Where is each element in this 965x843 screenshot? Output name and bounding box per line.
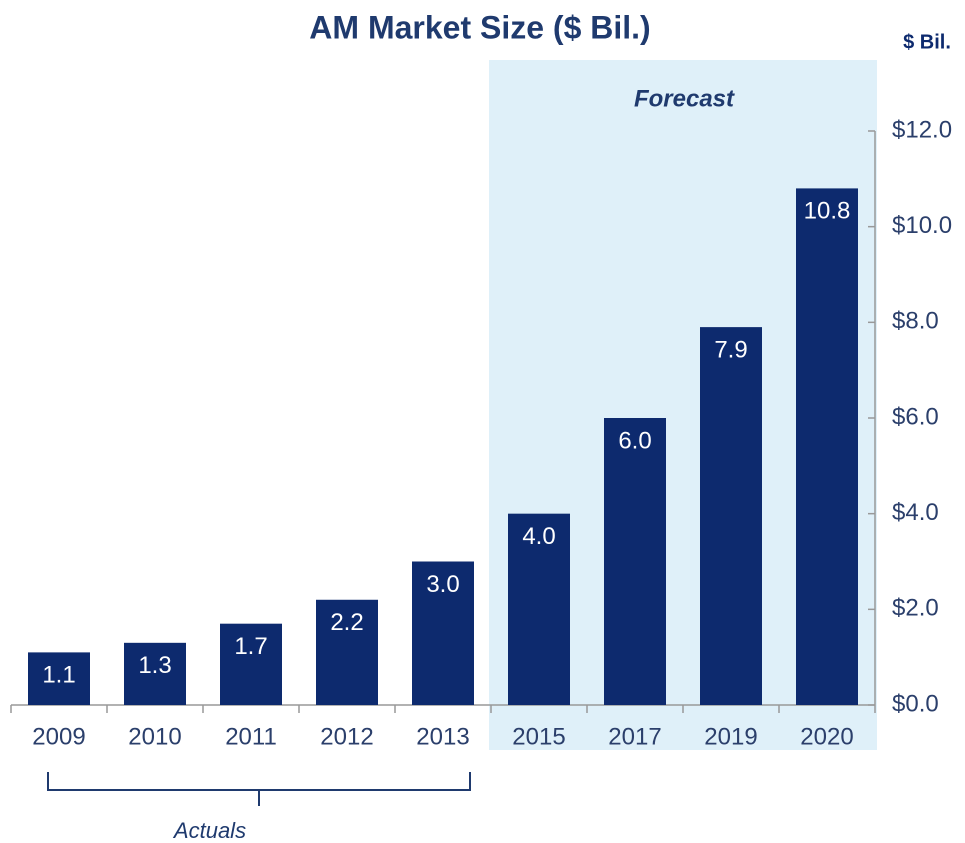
bar — [508, 513, 570, 705]
y-axis-label: $ Bil. — [903, 31, 951, 53]
bar — [412, 561, 474, 705]
bar — [604, 418, 666, 705]
y-tick-label: $12.0 — [892, 116, 952, 143]
x-tick-label: 2015 — [512, 723, 565, 750]
value-label: 2.2 — [330, 609, 363, 636]
bar — [28, 652, 90, 705]
actuals-bracket — [47, 772, 471, 806]
value-label: 6.0 — [618, 427, 651, 454]
value-label: 10.8 — [804, 198, 851, 225]
x-tick-label: 2010 — [128, 723, 181, 750]
y-tick-label: $6.0 — [892, 403, 939, 430]
y-tick-label: $0.0 — [892, 690, 939, 717]
y-tick-label: $2.0 — [892, 595, 939, 622]
x-tick-label: 2012 — [320, 723, 373, 750]
x-tick-label: 2009 — [32, 723, 85, 750]
value-label: 4.0 — [522, 523, 555, 550]
bar — [124, 642, 186, 705]
value-label: 1.7 — [234, 633, 267, 660]
value-label: 7.9 — [714, 336, 747, 363]
y-tick-label: $10.0 — [892, 212, 952, 239]
x-tick-label: 2019 — [704, 723, 757, 750]
bar — [796, 188, 858, 705]
bar — [220, 623, 282, 705]
actuals-label: Actuals — [172, 818, 246, 843]
value-label: 1.3 — [138, 652, 171, 679]
x-tick-label: 2013 — [416, 723, 469, 750]
x-tick-label: 2017 — [608, 723, 661, 750]
y-tick-label: $4.0 — [892, 499, 939, 526]
chart-title: AM Market Size ($ Bil.) — [309, 9, 650, 45]
y-tick-label: $8.0 — [892, 308, 939, 335]
forecast-label: Forecast — [634, 85, 735, 112]
value-label: 1.1 — [42, 662, 75, 689]
bar — [700, 327, 762, 705]
bar — [316, 599, 378, 705]
x-tick-label: 2020 — [800, 723, 853, 750]
value-label: 3.0 — [426, 571, 459, 598]
x-tick-label: 2011 — [225, 723, 277, 750]
